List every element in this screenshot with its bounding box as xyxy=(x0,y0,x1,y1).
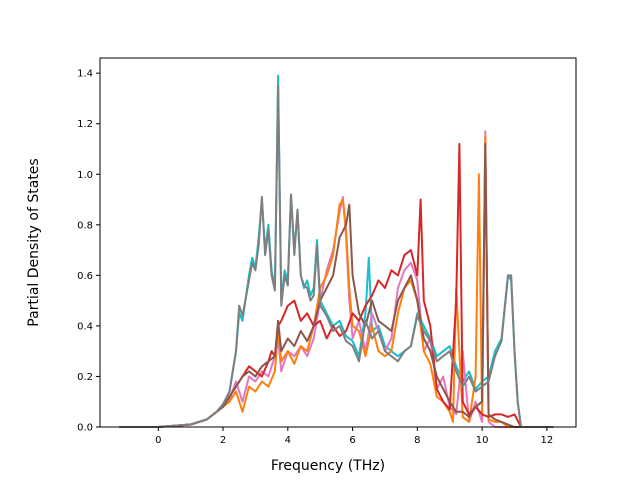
plot-frame xyxy=(99,57,577,428)
series-line-3 xyxy=(119,135,554,428)
y-tick-label: 1.4 xyxy=(77,69,93,80)
x-tick-label: 0 xyxy=(155,435,161,446)
series-layer xyxy=(119,74,554,428)
y-axis-label: Partial Density of States xyxy=(26,158,42,326)
x-tick-label: 2 xyxy=(220,435,226,446)
series-line-4 xyxy=(119,142,554,428)
series-line-1 xyxy=(119,74,554,428)
series-line-5 xyxy=(119,142,554,428)
y-tick-label: 0.0 xyxy=(77,423,93,434)
y-tick-label: 0.8 xyxy=(77,220,93,231)
y-tick-label: 1.0 xyxy=(77,170,93,181)
x-tick-label: 6 xyxy=(349,435,355,446)
x-tick-label: 8 xyxy=(414,435,420,446)
x-tick-label: 4 xyxy=(285,435,291,446)
y-tick-label: 0.2 xyxy=(77,372,93,383)
y-tick-label: 0.4 xyxy=(77,321,93,332)
x-tick-label: 12 xyxy=(540,435,553,446)
x-axis-label: Frequency (THz) xyxy=(271,458,385,474)
x-axis: 0 2 4 6 8 10 12 xyxy=(155,427,553,446)
y-tick-label: 1.2 xyxy=(77,119,93,130)
series-line-6 xyxy=(119,84,554,428)
x-tick-label: 10 xyxy=(476,435,489,446)
y-axis: 0.0 0.2 0.4 0.6 0.8 1.0 1.2 1.4 xyxy=(77,69,100,434)
y-tick-label: 0.6 xyxy=(77,271,93,282)
